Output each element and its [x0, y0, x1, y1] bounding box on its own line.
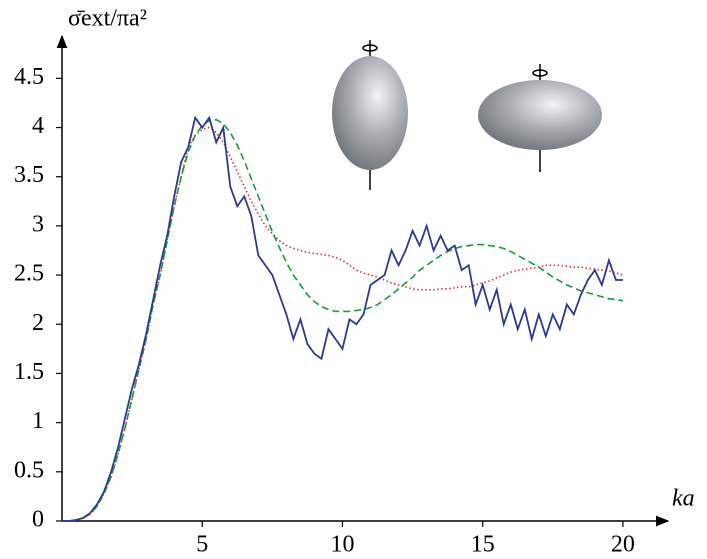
y-tick-label: 0.5: [14, 457, 44, 483]
y-tick-label: 4.5: [14, 64, 44, 90]
series-line: [62, 126, 624, 522]
y-tick-label: 2: [32, 310, 44, 336]
series-line: [62, 118, 624, 522]
illustration: [332, 40, 602, 190]
x-tick-label: 10: [330, 532, 354, 558]
y-tick-label: 1: [32, 408, 44, 434]
y-tick-label: 1.5: [14, 359, 44, 385]
series-line: [62, 115, 623, 522]
y-tick-label: 4: [32, 113, 44, 139]
x-tick-label: 15: [471, 532, 495, 558]
y-tick-label: 0: [32, 507, 44, 533]
y-tick-label: 2.5: [14, 261, 44, 287]
x-tick-label: 5: [196, 532, 208, 558]
y-axis-label: σ̄ext/πa²: [68, 6, 147, 32]
y-tick-label: 3: [32, 211, 44, 237]
x-tick-label: 20: [611, 532, 635, 558]
y-tick-label: 3.5: [14, 162, 44, 188]
x-axis-label: ka: [672, 486, 695, 512]
